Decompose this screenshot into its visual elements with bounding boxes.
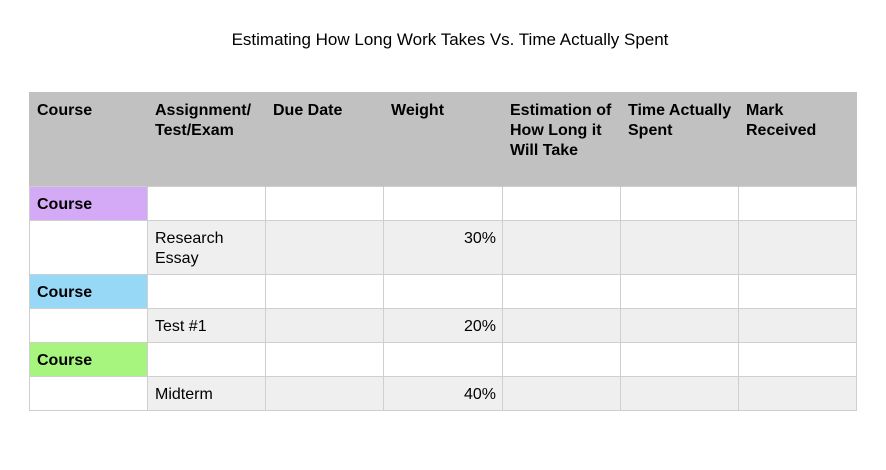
mark-cell[interactable] bbox=[738, 342, 857, 377]
course-cell[interactable] bbox=[29, 308, 148, 343]
assignment-cell[interactable] bbox=[147, 186, 266, 221]
mark-cell[interactable] bbox=[738, 308, 857, 343]
mark-cell[interactable] bbox=[738, 220, 857, 275]
time-spent-cell[interactable] bbox=[620, 342, 739, 377]
estimation-cell[interactable] bbox=[502, 308, 621, 343]
header-weight: Weight bbox=[383, 92, 503, 187]
estimation-cell[interactable] bbox=[502, 376, 621, 411]
header-due-date: Due Date bbox=[265, 92, 384, 187]
due-date-cell[interactable] bbox=[265, 220, 384, 275]
mark-cell[interactable] bbox=[738, 376, 857, 411]
header-course: Course bbox=[29, 92, 148, 187]
estimation-cell[interactable] bbox=[502, 186, 621, 221]
course-row: Course bbox=[29, 186, 857, 221]
assignment-cell[interactable]: Research Essay bbox=[147, 220, 266, 275]
assignment-cell[interactable]: Test #1 bbox=[147, 308, 266, 343]
course-cell[interactable]: Course bbox=[29, 274, 148, 309]
page-title: Estimating How Long Work Takes Vs. Time … bbox=[231, 30, 669, 49]
weight-cell[interactable]: 20% bbox=[383, 308, 503, 343]
course-row: Course bbox=[29, 274, 857, 309]
due-date-cell[interactable] bbox=[265, 376, 384, 411]
mark-cell[interactable] bbox=[738, 186, 857, 221]
work-estimation-table: Course Assignment/ Test/Exam Due Date We… bbox=[29, 92, 857, 411]
time-spent-cell[interactable] bbox=[620, 220, 739, 275]
estimation-cell[interactable] bbox=[502, 274, 621, 309]
header-mark-received: Mark Received bbox=[738, 92, 857, 187]
due-date-cell[interactable] bbox=[265, 342, 384, 377]
mark-cell[interactable] bbox=[738, 274, 857, 309]
estimation-cell[interactable] bbox=[502, 342, 621, 377]
weight-cell[interactable] bbox=[383, 186, 503, 221]
estimation-cell[interactable] bbox=[502, 220, 621, 275]
course-cell[interactable]: Course bbox=[29, 342, 148, 377]
header-estimation: Estimation of How Long it Will Take bbox=[502, 92, 621, 187]
weight-cell[interactable] bbox=[383, 342, 503, 377]
due-date-cell[interactable] bbox=[265, 186, 384, 221]
header-row: Course Assignment/ Test/Exam Due Date We… bbox=[29, 92, 857, 187]
course-cell[interactable] bbox=[29, 220, 148, 275]
assignment-row: Test #1 20% bbox=[29, 308, 857, 343]
due-date-cell[interactable] bbox=[265, 308, 384, 343]
assignment-cell[interactable] bbox=[147, 274, 266, 309]
course-row: Course bbox=[29, 342, 857, 377]
header-time-spent: Time Actually Spent bbox=[620, 92, 739, 187]
assignment-row: Research Essay 30% bbox=[29, 220, 857, 275]
course-cell[interactable] bbox=[29, 376, 148, 411]
weight-cell[interactable]: 40% bbox=[383, 376, 503, 411]
weight-cell[interactable]: 30% bbox=[383, 220, 503, 275]
header-assignment: Assignment/ Test/Exam bbox=[147, 92, 266, 187]
due-date-cell[interactable] bbox=[265, 274, 384, 309]
assignment-row: Midterm 40% bbox=[29, 376, 857, 411]
time-spent-cell[interactable] bbox=[620, 376, 739, 411]
time-spent-cell[interactable] bbox=[620, 274, 739, 309]
time-spent-cell[interactable] bbox=[620, 186, 739, 221]
assignment-cell[interactable]: Midterm bbox=[147, 376, 266, 411]
time-spent-cell[interactable] bbox=[620, 308, 739, 343]
course-cell[interactable]: Course bbox=[29, 186, 148, 221]
assignment-cell[interactable] bbox=[147, 342, 266, 377]
weight-cell[interactable] bbox=[383, 274, 503, 309]
